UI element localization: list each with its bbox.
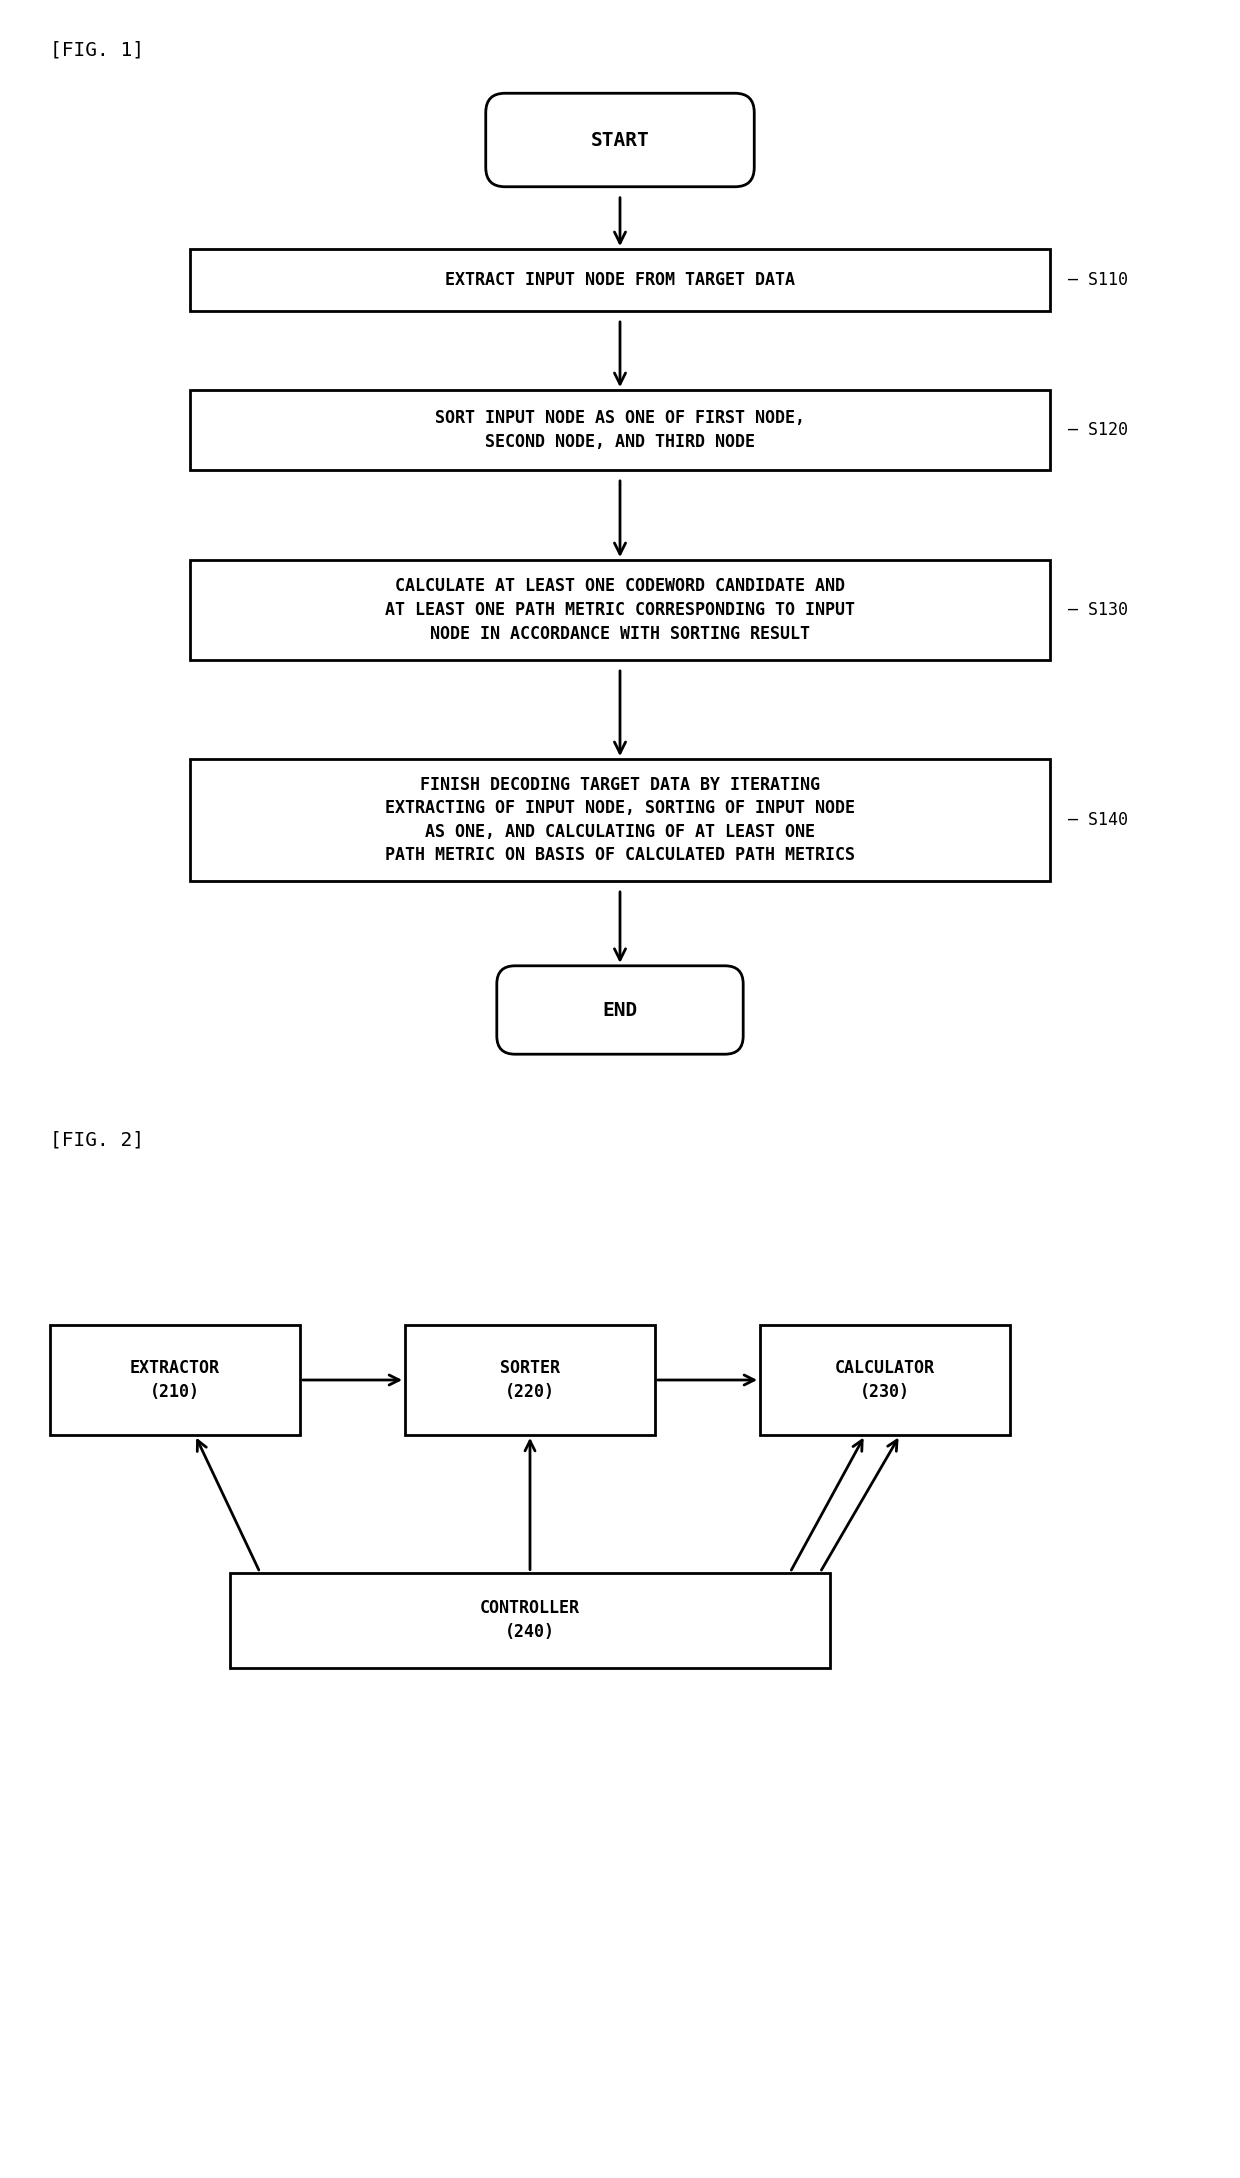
Text: CONTROLLER
(240): CONTROLLER (240) (480, 1599, 580, 1640)
Text: SORTER
(220): SORTER (220) (500, 1359, 560, 1400)
Bar (50, 1324, 300, 1435)
Bar (229, 1573, 830, 1668)
Bar (405, 1324, 655, 1435)
FancyBboxPatch shape (486, 94, 754, 187)
Text: EXTRACTOR
(210): EXTRACTOR (210) (130, 1359, 219, 1400)
Bar (190, 390, 1050, 470)
Text: — S130: — S130 (1068, 601, 1128, 619)
Text: — S140: — S140 (1068, 810, 1128, 830)
Text: END: END (603, 1000, 637, 1019)
Text: [FIG. 1]: [FIG. 1] (50, 39, 144, 59)
Text: FINISH DECODING TARGET DATA BY ITERATING
EXTRACTING OF INPUT NODE, SORTING OF IN: FINISH DECODING TARGET DATA BY ITERATING… (384, 775, 856, 865)
FancyBboxPatch shape (497, 965, 743, 1054)
Bar (190, 560, 1050, 660)
Text: — S110: — S110 (1068, 270, 1128, 290)
Bar (190, 758, 1050, 880)
Text: [FIG. 2]: [FIG. 2] (50, 1130, 144, 1150)
Text: SORT INPUT NODE AS ONE OF FIRST NODE,
SECOND NODE, AND THIRD NODE: SORT INPUT NODE AS ONE OF FIRST NODE, SE… (435, 409, 805, 451)
Text: CALCULATE AT LEAST ONE CODEWORD CANDIDATE AND
AT LEAST ONE PATH METRIC CORRESPON: CALCULATE AT LEAST ONE CODEWORD CANDIDAT… (384, 577, 856, 643)
Text: CALCULATOR
(230): CALCULATOR (230) (835, 1359, 935, 1400)
Bar (760, 1324, 1011, 1435)
Text: START: START (590, 131, 650, 150)
Bar (190, 248, 1050, 311)
Text: — S120: — S120 (1068, 420, 1128, 440)
Text: EXTRACT INPUT NODE FROM TARGET DATA: EXTRACT INPUT NODE FROM TARGET DATA (445, 270, 795, 290)
